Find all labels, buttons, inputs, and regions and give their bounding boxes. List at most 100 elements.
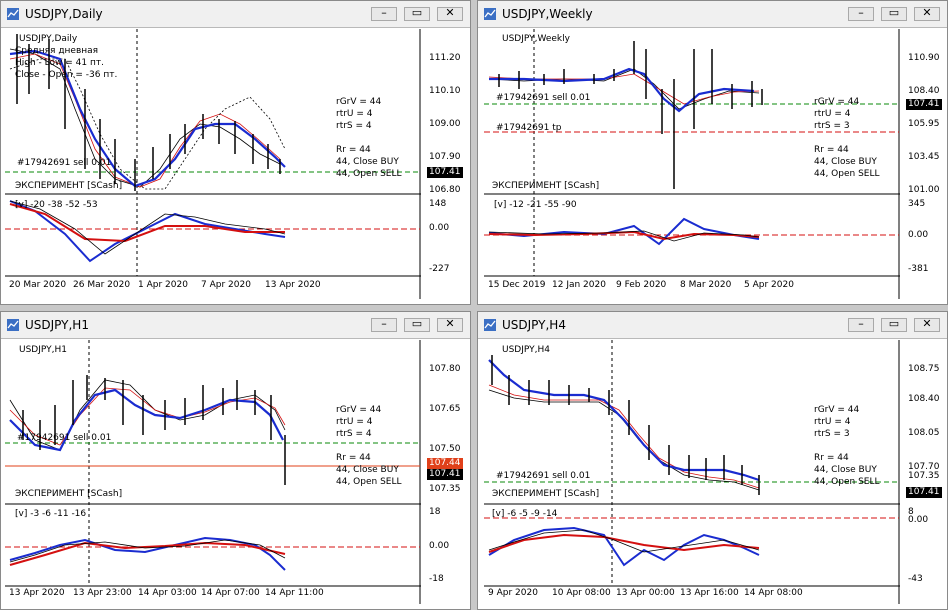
restore-button[interactable]: ▭ bbox=[881, 317, 907, 332]
x-tick: 13 Apr 23:00 bbox=[73, 588, 132, 598]
window-title: USDJPY,Daily bbox=[25, 7, 103, 21]
y-tick: 105.95 bbox=[908, 119, 940, 129]
current-price-box: 107.41 bbox=[906, 487, 942, 498]
current-price-box: 107.41 bbox=[427, 167, 463, 178]
x-tick: 14 Apr 07:00 bbox=[201, 588, 260, 598]
sub-tick: -381 bbox=[908, 264, 929, 274]
info-line: rtrU = 4 bbox=[814, 417, 851, 427]
window-h4[interactable]: USDJPY,H4 – ▭ ✕ USDJPY,H4 108.75 108.40 bbox=[477, 311, 948, 610]
x-tick: 13 Apr 16:00 bbox=[680, 588, 739, 598]
bid-price-box: 107.44 bbox=[427, 458, 463, 469]
info-line: rtrS = 4 bbox=[336, 429, 372, 439]
sub-tick: 0.00 bbox=[908, 515, 929, 525]
minimize-button[interactable]: – bbox=[371, 317, 397, 332]
sub-tick: 0.00 bbox=[429, 541, 450, 551]
y-tick: 108.75 bbox=[908, 364, 940, 374]
info-line: rtrU = 4 bbox=[336, 109, 373, 119]
info-line: rGrV = 44 bbox=[336, 405, 382, 415]
x-tick: 7 Apr 2020 bbox=[201, 280, 251, 290]
info-line: 44, Close BUY bbox=[814, 465, 877, 475]
info-line: 44, Open SELL bbox=[814, 477, 880, 487]
chart-window-icon bbox=[484, 319, 496, 331]
price-chart-h1[interactable] bbox=[5, 340, 421, 604]
sub-tick: -18 bbox=[429, 574, 444, 584]
info-line: rGrV = 44 bbox=[336, 97, 382, 107]
x-tick: 14 Apr 03:00 bbox=[138, 588, 197, 598]
chart-window-icon bbox=[7, 319, 19, 331]
y-tick: 107.90 bbox=[429, 152, 461, 162]
y-tick: 108.40 bbox=[908, 86, 940, 96]
legend-line-2: High - Low = 41 пт. bbox=[15, 58, 104, 68]
y-tick: 107.50 bbox=[429, 444, 461, 454]
chart-window-icon bbox=[484, 8, 496, 20]
y-tick: 107.35 bbox=[908, 471, 940, 481]
y-tick: 107.70 bbox=[908, 462, 940, 472]
y-tick: 110.10 bbox=[429, 86, 461, 96]
window-title: USDJPY,H1 bbox=[25, 318, 89, 332]
close-button[interactable]: ✕ bbox=[437, 6, 463, 21]
sub-indicator-label: [v] -6 -5 -9 -14 bbox=[492, 509, 558, 519]
info-line: Rr = 44 bbox=[336, 145, 371, 155]
order-label: #17942691 sell 0.01 bbox=[496, 93, 591, 103]
y-tick: 108.05 bbox=[908, 428, 940, 438]
x-tick: 13 Apr 2020 bbox=[9, 588, 65, 598]
info-line: rGrV = 44 bbox=[814, 97, 860, 107]
info-line: rtrU = 4 bbox=[814, 109, 851, 119]
order-label: #17942691 sell 0.01 bbox=[17, 433, 112, 443]
y-tick: 108.40 bbox=[908, 394, 940, 404]
x-tick: 13 Apr 2020 bbox=[265, 280, 321, 290]
experiment-label: ЭКСПЕРИМЕНТ [SCash] bbox=[15, 181, 123, 191]
x-tick: 1 Apr 2020 bbox=[138, 280, 188, 290]
info-line: 44, Open SELL bbox=[336, 169, 402, 179]
y-tick: 103.45 bbox=[908, 152, 940, 162]
info-line: rtrS = 3 bbox=[814, 121, 850, 131]
x-tick: 12 Jan 2020 bbox=[552, 280, 606, 290]
y-tick: 109.00 bbox=[429, 119, 461, 129]
info-line: Rr = 44 bbox=[814, 145, 849, 155]
x-tick: 10 Apr 08:00 bbox=[552, 588, 611, 598]
titlebar-daily[interactable]: USDJPY,Daily – ▭ ✕ bbox=[1, 1, 470, 28]
chart-window-icon bbox=[7, 8, 19, 20]
price-chart-h4[interactable] bbox=[484, 340, 900, 604]
chart-label: USDJPY,Daily bbox=[19, 34, 78, 44]
x-tick: 15 Dec 2019 bbox=[488, 280, 546, 290]
minimize-button[interactable]: – bbox=[371, 6, 397, 21]
chart-label: USDJPY,Weekly bbox=[502, 34, 570, 44]
experiment-label: ЭКСПЕРИМЕНТ [SCash] bbox=[492, 181, 600, 191]
current-price-box: 107.41 bbox=[906, 99, 942, 110]
current-price-box: 107.41 bbox=[427, 469, 463, 480]
y-tick: 107.80 bbox=[429, 364, 461, 374]
legend-line-1: Средняя дневная bbox=[15, 46, 99, 56]
sub-indicator-label: [v] -3 -6 -11 -16 bbox=[15, 509, 87, 519]
x-tick: 9 Apr 2020 bbox=[488, 588, 538, 598]
close-button[interactable]: ✕ bbox=[437, 317, 463, 332]
close-button[interactable]: ✕ bbox=[914, 6, 940, 21]
minimize-button[interactable]: – bbox=[848, 317, 874, 332]
y-tick: 107.35 bbox=[429, 484, 461, 494]
titlebar-h4[interactable]: USDJPY,H4 – ▭ ✕ bbox=[478, 312, 947, 339]
restore-button[interactable]: ▭ bbox=[881, 6, 907, 21]
restore-button[interactable]: ▭ bbox=[404, 6, 430, 21]
y-tick: 111.20 bbox=[429, 53, 461, 63]
y-tick: 101.00 bbox=[908, 185, 940, 195]
experiment-label: ЭКСПЕРИМЕНТ [SCash] bbox=[492, 489, 600, 499]
price-chart-daily[interactable] bbox=[5, 29, 421, 299]
info-line: rtrS = 3 bbox=[814, 429, 850, 439]
sub-tick: -227 bbox=[429, 264, 450, 274]
window-weekly[interactable]: USDJPY,Weekly – ▭ ✕ USDJPY,Weekly 110.9 bbox=[477, 0, 948, 305]
window-h1[interactable]: USDJPY,H1 – ▭ ✕ USDJPY,H1 107.80 107. bbox=[0, 311, 471, 610]
restore-button[interactable]: ▭ bbox=[404, 317, 430, 332]
close-button[interactable]: ✕ bbox=[914, 317, 940, 332]
x-tick: 14 Apr 08:00 bbox=[744, 588, 803, 598]
info-line: 44, Close BUY bbox=[814, 157, 877, 167]
legend-line-3: Close - Open = -36 пт. bbox=[15, 70, 118, 80]
titlebar-h1[interactable]: USDJPY,H1 – ▭ ✕ bbox=[1, 312, 470, 339]
window-daily[interactable]: USDJPY,Daily – ▭ ✕ bbox=[0, 0, 471, 305]
info-line: rtrS = 4 bbox=[336, 121, 372, 131]
window-title: USDJPY,Weekly bbox=[502, 7, 593, 21]
info-line: 44, Open SELL bbox=[814, 169, 880, 179]
titlebar-weekly[interactable]: USDJPY,Weekly – ▭ ✕ bbox=[478, 1, 947, 28]
info-line: rGrV = 44 bbox=[814, 405, 860, 415]
minimize-button[interactable]: – bbox=[848, 6, 874, 21]
price-chart-weekly[interactable] bbox=[484, 29, 900, 299]
